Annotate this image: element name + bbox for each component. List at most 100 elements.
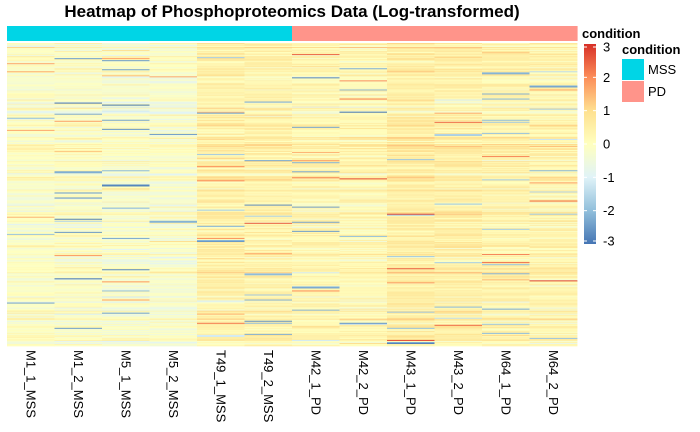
heatmap-cell [102, 273, 150, 275]
heatmap-cell [197, 58, 245, 60]
heatmap-cell [7, 229, 55, 232]
heatmap-cell [434, 173, 483, 175]
heatmap-cell [529, 44, 578, 46]
heatmap-cell [339, 187, 388, 189]
heatmap-cell [149, 153, 198, 155]
heatmap-cell [292, 220, 340, 223]
heatmap-cell [244, 204, 293, 206]
heatmap-cell [7, 178, 55, 180]
heatmap-cell [387, 70, 435, 72]
heatmap-cell [54, 133, 103, 136]
heatmap-cell [529, 188, 578, 190]
heatmap-cell [7, 285, 55, 287]
heatmap-cell [197, 167, 245, 169]
heatmap-cell [54, 140, 103, 143]
heatmap-cell [529, 330, 578, 333]
heatmap-cell [339, 310, 388, 313]
heatmap-cell [292, 182, 340, 184]
heatmap-cell [434, 333, 483, 336]
heatmap-cell [54, 185, 103, 187]
heatmap-cell [197, 60, 245, 62]
heatmap-cell [244, 283, 293, 285]
heatmap-cell [529, 291, 578, 293]
heatmap-cell [339, 64, 388, 66]
heatmap-cell [387, 147, 435, 149]
heatmap-cell [244, 275, 293, 277]
heatmap-cell [149, 139, 198, 142]
heatmap-cell [102, 205, 150, 207]
heatmap-cell [387, 288, 435, 290]
heatmap-cell [244, 243, 293, 246]
heatmap-cell [54, 193, 103, 195]
heatmap-cell [197, 218, 245, 221]
heatmap-cell [102, 232, 150, 235]
heatmap-cell [244, 80, 293, 82]
heatmap-cell [7, 139, 55, 142]
heatmap-cell [7, 315, 55, 318]
heatmap-cell [482, 67, 530, 69]
heatmap-cell [482, 122, 530, 125]
heatmap-cell [482, 194, 530, 196]
heatmap-cell [434, 79, 483, 81]
heatmap-cell [434, 220, 483, 223]
heatmap-cell [339, 195, 388, 197]
heatmap-cell [149, 264, 198, 266]
heatmap-cell [434, 161, 483, 163]
heatmap-cell [244, 167, 293, 169]
heatmap-cell [529, 208, 578, 210]
heatmap-cell [482, 167, 530, 169]
heatmap-cell [434, 303, 483, 305]
heatmap-cell [102, 233, 150, 236]
heatmap-cell [244, 177, 293, 179]
heatmap-cell [482, 158, 530, 160]
heatmap-cell [482, 289, 530, 291]
heatmap-cell [149, 155, 198, 157]
heatmap-cell [149, 178, 198, 180]
heatmap-cell [7, 251, 55, 253]
heatmap-cell [54, 119, 103, 122]
heatmap-cell [149, 296, 198, 298]
heatmap-cell [434, 73, 483, 75]
heatmap-cell [434, 148, 483, 150]
heatmap-cell [7, 93, 55, 95]
heatmap-cell [529, 226, 578, 229]
heatmap-cell [339, 181, 388, 183]
heatmap-cell [102, 189, 150, 191]
heatmap-cell [197, 299, 245, 301]
heatmap-cell [292, 159, 340, 161]
heatmap-cell [339, 243, 388, 246]
heatmap-cell [387, 157, 435, 159]
heatmap-cell [339, 46, 388, 48]
heatmap-cell [529, 205, 578, 207]
heatmap-cell [529, 74, 578, 76]
heatmap-cell [482, 305, 530, 307]
heatmap-cell [197, 203, 245, 205]
heatmap-cell [7, 63, 55, 65]
heatmap-cell [529, 43, 578, 45]
heatmap-cell [292, 147, 340, 149]
heatmap-cell [54, 45, 103, 47]
heatmap-cell [7, 62, 55, 64]
heatmap-cell [7, 154, 55, 156]
heatmap-cell [149, 77, 198, 79]
heatmap-cell [292, 272, 340, 274]
heatmap-cell [7, 102, 55, 104]
heatmap-cell [482, 273, 530, 275]
heatmap-cell [292, 101, 340, 103]
heatmap-cell [244, 68, 293, 70]
heatmap-cell [7, 84, 55, 86]
heatmap-cell [244, 320, 293, 323]
heatmap-cell [149, 171, 198, 173]
heatmap-cell [102, 292, 150, 294]
heatmap-cell [7, 103, 55, 105]
heatmap-cell [102, 108, 150, 111]
heatmap-cell [197, 54, 245, 56]
heatmap-cell [339, 153, 388, 155]
heatmap-cell [434, 125, 483, 128]
heatmap-cell [339, 62, 388, 64]
heatmap-cell [7, 289, 55, 291]
heatmap-cell [292, 134, 340, 137]
heatmap-cell [149, 224, 198, 227]
heatmap-cell [292, 305, 340, 307]
heatmap-cell [292, 323, 340, 326]
